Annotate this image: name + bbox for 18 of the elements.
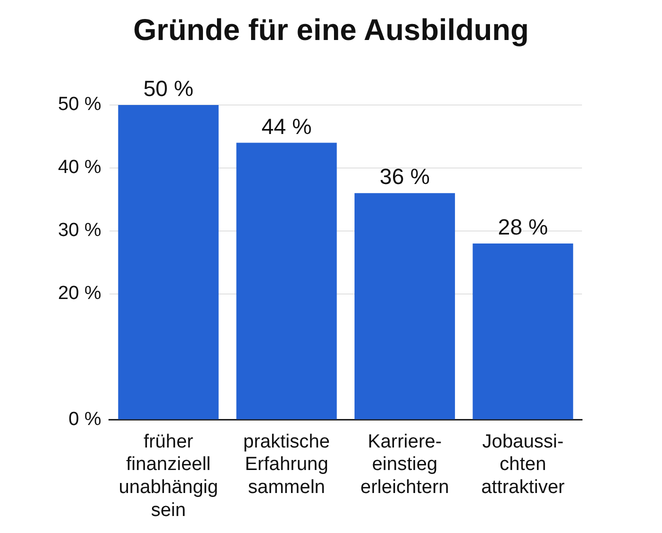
data-label: 44 %: [261, 114, 312, 139]
y-tick-label: 30 %: [58, 220, 102, 242]
y-tick-label: 40 %: [58, 157, 102, 178]
chart-title: Gründe für eine Ausbildung: [132, 14, 530, 48]
bar: [472, 244, 574, 420]
x-tick-label: praktische Erfahrung sammeln: [243, 431, 330, 498]
bar: [236, 142, 337, 420]
x-tick-label: Jobaussi- chten attraktiver: [481, 431, 566, 498]
bar: [118, 105, 219, 420]
data-label: 50 %: [143, 76, 194, 102]
bar: [354, 193, 455, 420]
data-label: 28 %: [498, 214, 548, 240]
x-tick-label: Karriere- einstieg erleichtern: [360, 431, 450, 498]
y-tick-label: 0 %: [68, 409, 102, 430]
y-tick-label: 20 %: [58, 283, 102, 304]
y-tick-label: 50 %: [58, 94, 102, 116]
data-label: 36 %: [380, 164, 430, 190]
x-tick-label: früher finanzieell unabhängig sein: [118, 431, 218, 521]
